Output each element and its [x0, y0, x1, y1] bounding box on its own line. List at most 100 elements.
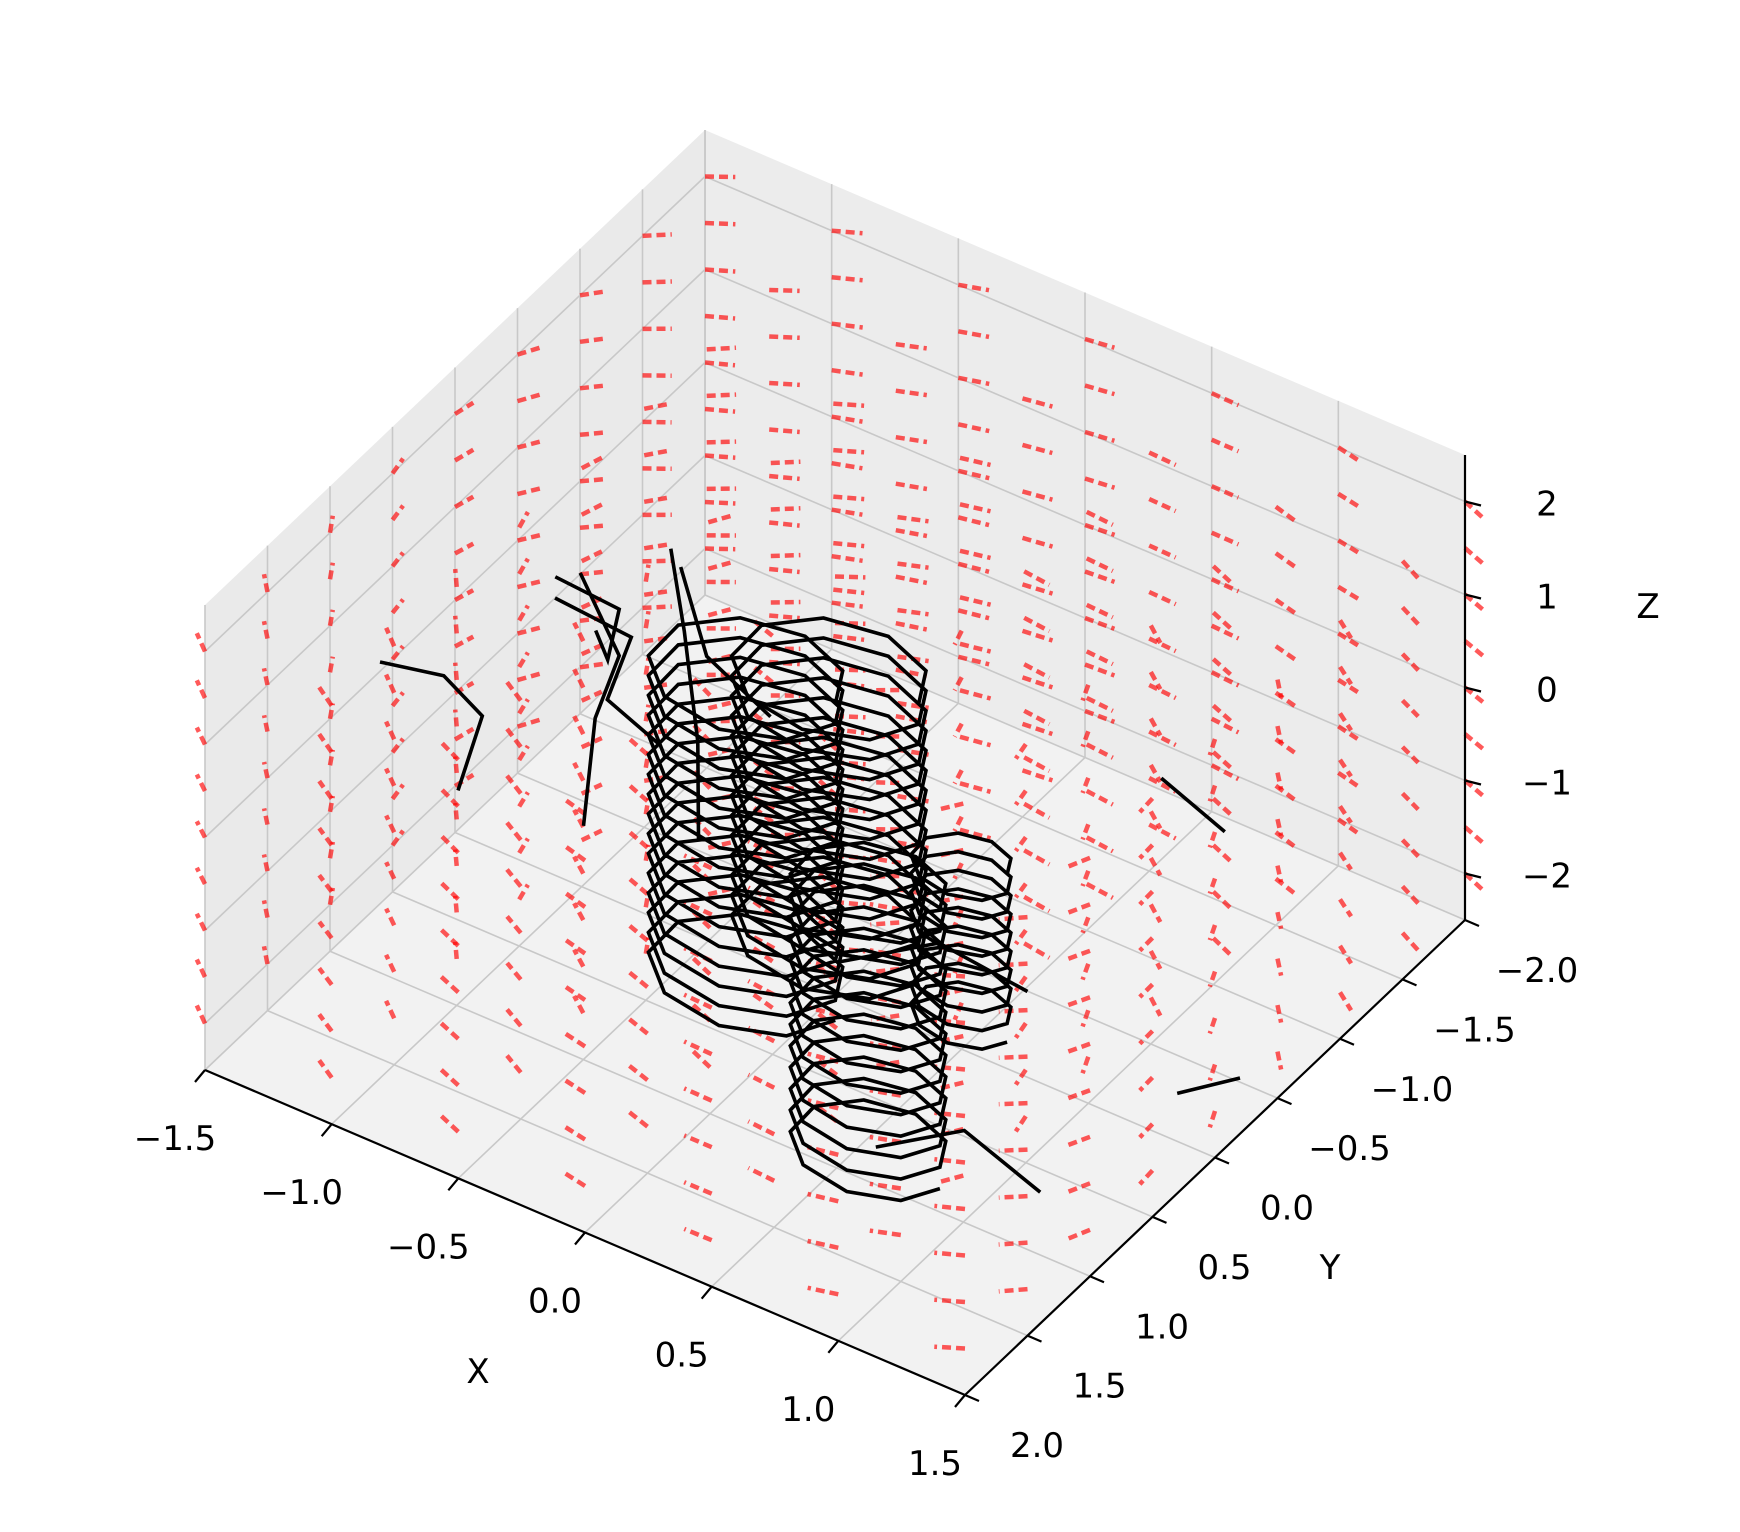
quiver-arrow — [1210, 763, 1240, 782]
quiver-arrow — [390, 783, 405, 801]
x-tick-label: 0.5 — [655, 1336, 709, 1376]
quiver-arrow — [452, 662, 459, 681]
quiver-arrow — [384, 999, 397, 1020]
y-tick-label: −0.5 — [1308, 1129, 1391, 1169]
quiver-arrow — [1275, 725, 1284, 744]
quiver-arrow — [831, 553, 863, 564]
quiver-arrow — [1013, 742, 1028, 760]
quiver-arrow — [1207, 738, 1218, 756]
quiver-arrow — [1210, 577, 1240, 594]
grid-line-y-floor — [267, 1009, 1028, 1337]
quiver-arrow — [683, 899, 713, 917]
grid-line-y-floor — [329, 950, 1091, 1277]
quiver-arrow — [643, 610, 651, 629]
quiver-arrow — [952, 629, 964, 646]
quiver-arrow — [572, 808, 586, 829]
quiver-arrow — [1021, 582, 1054, 596]
quiver-arrow — [384, 767, 397, 787]
quiver-arrow — [194, 726, 208, 746]
quiver-arrow — [998, 914, 1028, 922]
quiver-arrow — [1338, 758, 1353, 778]
quiver-arrow — [390, 457, 405, 475]
quiver-arrow — [683, 1039, 713, 1057]
quiver-arrow — [194, 820, 208, 839]
quiver-arrow — [516, 439, 543, 450]
quiver-arrow — [505, 727, 523, 749]
quiver-arrow — [626, 922, 649, 943]
quiver-arrow — [572, 621, 586, 643]
quiver-arrow — [998, 1147, 1028, 1154]
quiver-arrow — [1148, 624, 1163, 645]
quiver-arrow — [1211, 889, 1233, 911]
streamline-curve — [578, 572, 622, 826]
quiver-arrow — [327, 841, 336, 859]
quiver-arrow — [998, 1007, 1028, 1014]
quiver-arrow — [1067, 902, 1091, 915]
quiver-arrow — [517, 883, 530, 901]
quiver-arrow — [453, 588, 475, 602]
quiver-arrow — [895, 481, 928, 492]
streamline-curve — [379, 660, 485, 791]
quiver-arrow — [691, 1049, 712, 1069]
quiver-arrow — [706, 392, 737, 399]
quiver-arrow — [769, 287, 800, 294]
y-tick — [1214, 1156, 1230, 1165]
quiver-arrow — [750, 898, 774, 917]
quiver-arrow — [998, 1054, 1028, 1061]
streamline-curve — [837, 941, 1029, 994]
quiver-arrow — [704, 174, 736, 180]
quiver-arrow — [1337, 538, 1363, 557]
quiver-arrow — [704, 313, 736, 321]
quiver-arrow — [957, 654, 990, 667]
quiver-arrow — [579, 288, 608, 298]
quiver-arrow — [384, 626, 397, 648]
quiver-arrow — [1211, 610, 1233, 631]
quiver-arrow — [516, 392, 543, 404]
quiver-arrow — [1463, 639, 1485, 658]
quiver-arrow — [959, 641, 992, 654]
grid-line-y-floor — [392, 891, 1153, 1218]
quiver-arrow — [834, 574, 866, 580]
quiver-arrow — [643, 704, 651, 722]
quiver-arrow — [1067, 1134, 1091, 1148]
quiver-arrow — [626, 1062, 649, 1082]
quiver-arrow — [1148, 996, 1163, 1017]
y-tick — [1027, 1334, 1042, 1343]
quiver-arrow — [959, 502, 992, 514]
quiver-arrow — [937, 801, 964, 812]
quiver-arrow — [1067, 1088, 1091, 1101]
quiver-arrow — [1013, 928, 1028, 946]
quiver-arrow — [1337, 677, 1363, 697]
quiver-arrow — [831, 600, 863, 609]
quiver-arrow — [952, 676, 964, 692]
quiver-arrow — [517, 698, 530, 715]
quiver-arrow — [1210, 484, 1240, 500]
quiver-arrow — [747, 1072, 776, 1090]
quiver-arrow — [1021, 768, 1054, 783]
quiver-arrow — [707, 839, 734, 850]
quiver-arrow — [1275, 1051, 1284, 1070]
quiver-arrow — [957, 608, 990, 621]
quiver-arrow — [870, 1013, 900, 1022]
quiver-arrow — [1084, 662, 1116, 678]
quiver-arrow — [1023, 755, 1051, 773]
quiver-arrow — [831, 507, 863, 517]
quiver-arrow — [1021, 628, 1054, 643]
quiver-arrow — [261, 807, 270, 826]
quiver-arrow — [261, 667, 270, 686]
quiver-arrow — [1148, 496, 1177, 514]
quiver-arrow — [895, 667, 928, 679]
quiver-arrow — [1207, 784, 1218, 803]
quiver-arrow — [833, 401, 865, 408]
quiver-arrow — [1023, 708, 1051, 727]
quiver-arrow — [683, 1180, 713, 1196]
quiver-arrow — [747, 1119, 776, 1137]
quiver-arrow — [750, 663, 774, 685]
quiver-arrow — [384, 673, 397, 694]
quiver-arrow — [327, 795, 336, 813]
quiver-arrow — [1463, 732, 1485, 752]
quiver-arrow — [1400, 791, 1420, 811]
quiver-arrow — [1085, 509, 1114, 527]
quiver-arrow — [327, 562, 336, 580]
